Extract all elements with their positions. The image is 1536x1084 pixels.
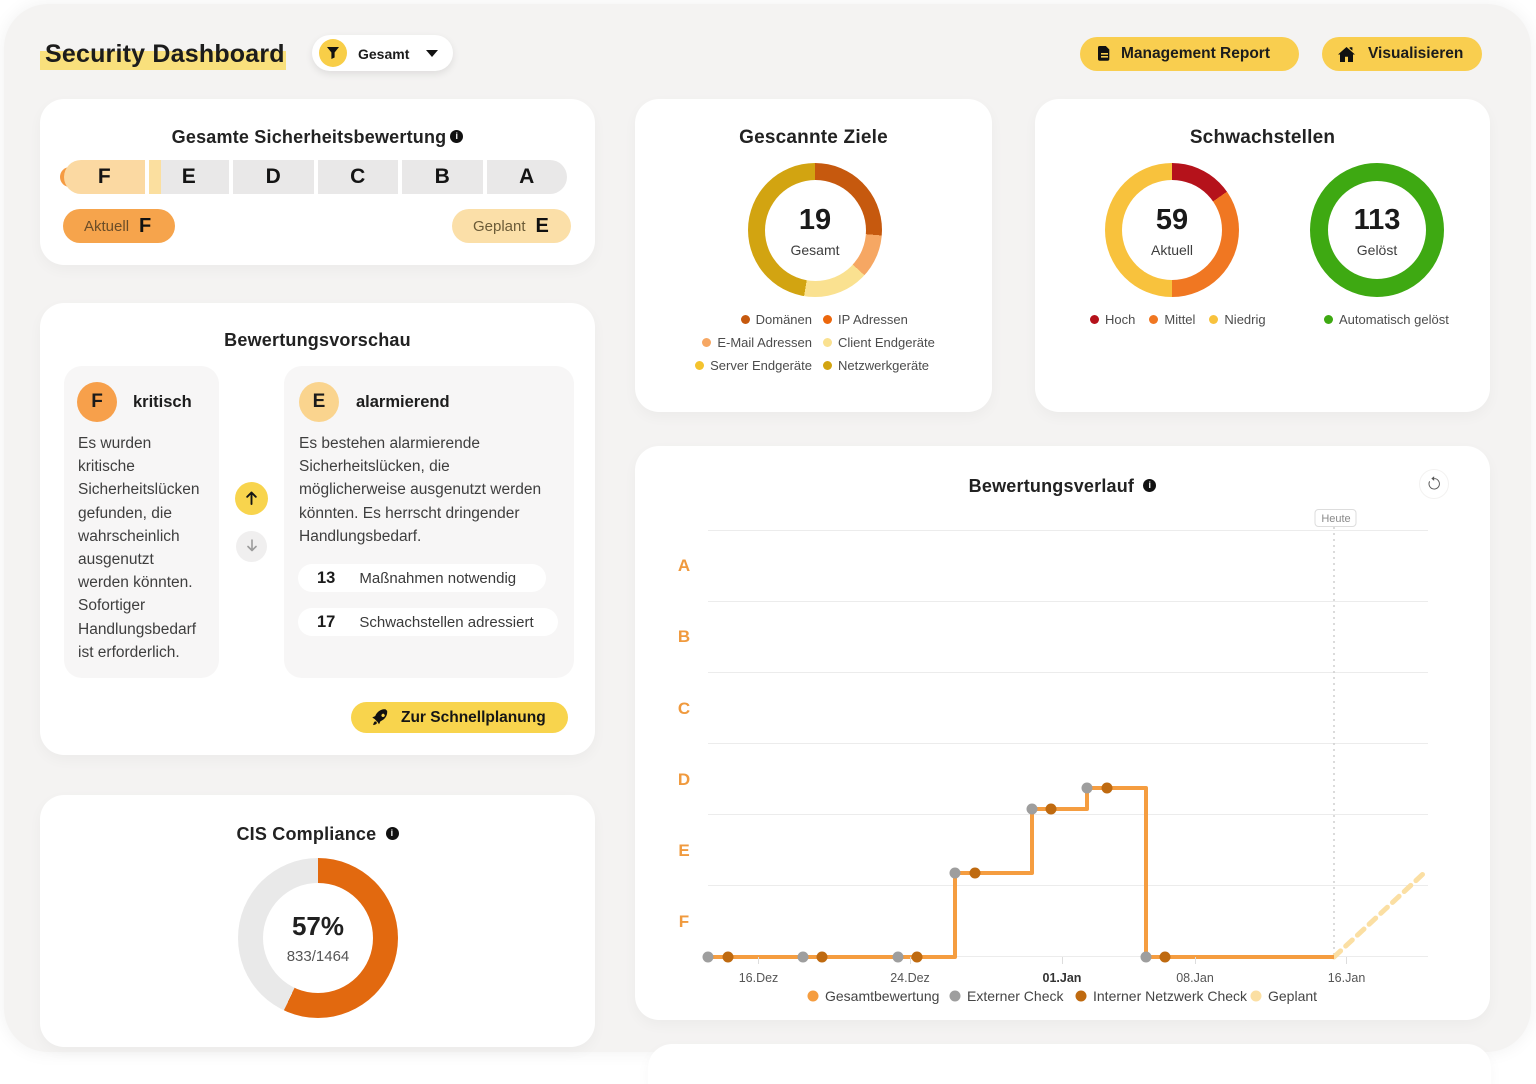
svg-text:16.Dez: 16.Dez xyxy=(739,971,779,985)
svg-text:D: D xyxy=(678,770,690,789)
svg-text:Heute: Heute xyxy=(1321,513,1350,525)
svg-text:C: C xyxy=(678,699,690,718)
svg-text:08.Jan: 08.Jan xyxy=(1176,971,1214,985)
svg-text:B: B xyxy=(678,627,690,646)
svg-text:Externer Check: Externer Check xyxy=(967,988,1064,1004)
svg-text:01.Jan: 01.Jan xyxy=(1043,971,1082,985)
svg-text:F: F xyxy=(679,912,689,931)
svg-text:16.Jan: 16.Jan xyxy=(1328,971,1366,985)
svg-text:A: A xyxy=(678,556,690,575)
svg-text:E: E xyxy=(678,841,689,860)
svg-text:Geplant: Geplant xyxy=(1268,988,1317,1004)
svg-text:24.Dez: 24.Dez xyxy=(890,971,930,985)
svg-text:Gesamtbewertung: Gesamtbewertung xyxy=(825,988,939,1004)
svg-text:Interner Netzwerk Check: Interner Netzwerk Check xyxy=(1093,988,1248,1004)
